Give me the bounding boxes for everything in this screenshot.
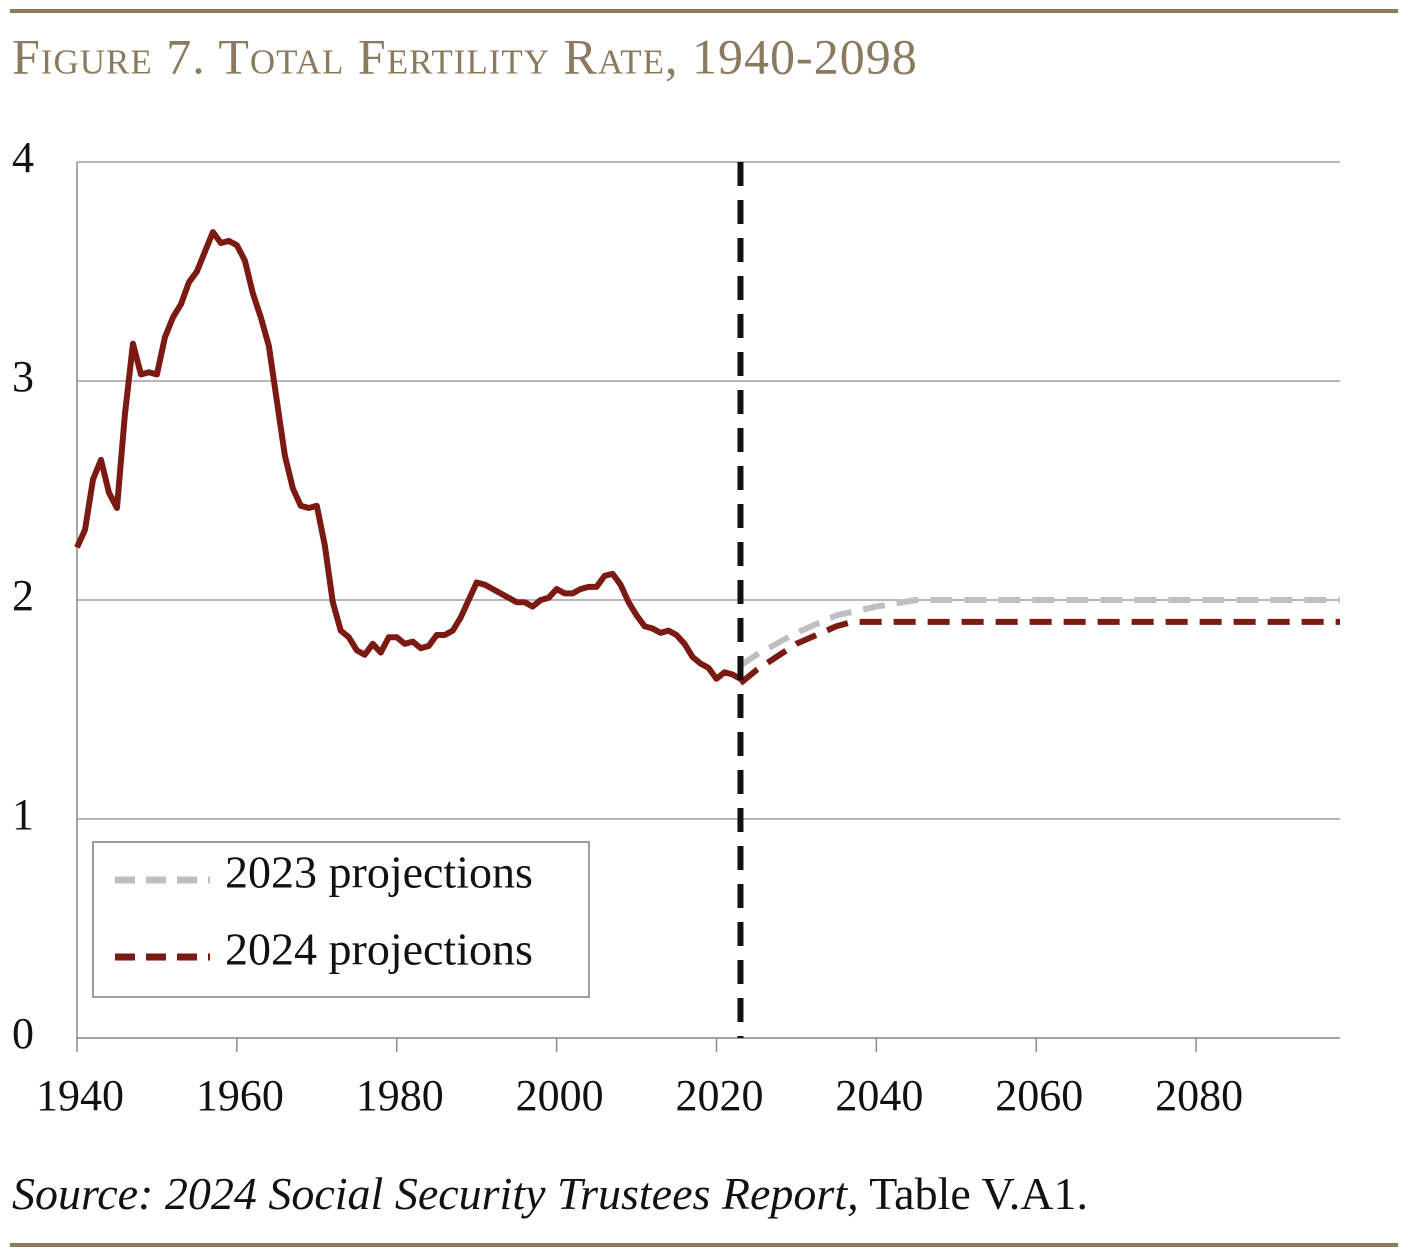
y-tick-label: 4 [12,133,34,182]
x-tick-label: 2060 [995,1071,1083,1120]
x-tick-label: 1940 [36,1071,124,1120]
chart-title: Figure 7. Total Fertility Rate, 1940-209… [12,28,918,84]
legend: 2023 projections 2024 projections [92,841,590,998]
x-tick-label: 2020 [675,1071,763,1120]
x-tick-label: 2080 [1155,1071,1243,1120]
legend-label: 2024 projections [225,924,533,975]
data-line [74,229,742,682]
legend-box [92,841,590,998]
y-tick-label: 1 [12,790,34,839]
source-rest: Table V.A1. [869,1168,1088,1219]
data-line [738,618,1340,686]
data-line [738,597,1340,669]
x-tick-label: 2040 [835,1071,923,1120]
y-tick-label: 2 [12,571,34,620]
source-italic: Source: 2024 Social Security Trustees Re… [12,1168,859,1219]
source-note: Source: 2024 Social Security Trustees Re… [12,1168,1088,1219]
x-tick-label: 2000 [516,1071,604,1120]
y-tick-label: 0 [12,1009,34,1058]
legend-label: 2023 projections [225,847,533,898]
x-tick-label: 1980 [356,1071,444,1120]
y-tick-label: 3 [12,352,34,401]
x-tick-label: 1960 [196,1071,284,1120]
